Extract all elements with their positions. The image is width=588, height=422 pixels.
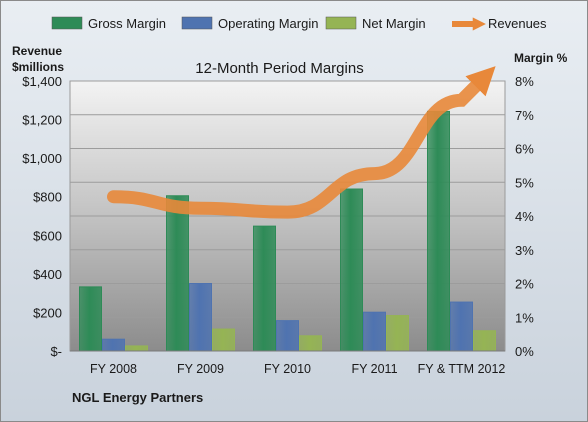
legend-label: Gross Margin bbox=[88, 16, 166, 31]
bar-gross-margin bbox=[79, 286, 102, 352]
left-axis-title-unit: $millions bbox=[12, 60, 64, 74]
bar-operating-margin bbox=[363, 311, 386, 352]
bar-operating-margin bbox=[102, 338, 125, 352]
right-axis-title: Margin % bbox=[514, 51, 568, 65]
bar-net-margin bbox=[386, 315, 409, 352]
right-tick-label: 7% bbox=[515, 108, 534, 123]
category-label: FY 2008 bbox=[90, 362, 137, 376]
left-axis-title: Revenue bbox=[12, 44, 62, 58]
bar-gross-margin bbox=[253, 225, 276, 352]
right-tick-label: 1% bbox=[515, 310, 534, 325]
left-tick-label: $1,400 bbox=[22, 74, 62, 89]
left-tick-label: $1,000 bbox=[22, 151, 62, 166]
bar-gross-margin bbox=[166, 195, 189, 352]
right-tick-label: 4% bbox=[515, 209, 534, 224]
category-label: FY & TTM 2012 bbox=[418, 362, 506, 376]
bar-operating-margin bbox=[276, 320, 299, 352]
bar-net-margin bbox=[125, 345, 148, 352]
right-tick-label: 3% bbox=[515, 243, 534, 258]
legend-swatch-operating-margin bbox=[181, 16, 213, 30]
left-tick-label: $400 bbox=[33, 267, 62, 282]
left-tick-label: $800 bbox=[33, 190, 62, 205]
legend-swatch-gross-margin bbox=[51, 16, 83, 30]
revenue-trend-arrow bbox=[107, 66, 496, 219]
bar-gross-margin bbox=[340, 188, 363, 352]
right-tick-label: 0% bbox=[515, 344, 534, 359]
chart-title: 12-Month Period Margins bbox=[195, 60, 363, 77]
legend-label: Operating Margin bbox=[218, 16, 318, 31]
legend-swatch-net-margin bbox=[325, 16, 357, 30]
category-label: FY 2010 bbox=[264, 362, 311, 376]
left-tick-label: $600 bbox=[33, 228, 62, 243]
bar-net-margin bbox=[299, 335, 322, 352]
bar-operating-margin bbox=[450, 301, 473, 352]
right-tick-label: 5% bbox=[515, 175, 534, 190]
right-tick-label: 2% bbox=[515, 277, 534, 292]
category-label: FY 2009 bbox=[177, 362, 224, 376]
legend-label: Revenues bbox=[488, 16, 547, 31]
left-tick-label: $200 bbox=[33, 305, 62, 320]
left-tick-label: $- bbox=[50, 344, 62, 359]
left-tick-label: $1,200 bbox=[22, 113, 62, 128]
category-label: FY 2011 bbox=[351, 362, 397, 376]
bar-operating-margin bbox=[189, 283, 212, 352]
bar-net-margin bbox=[212, 328, 235, 352]
bar-gross-margin bbox=[427, 110, 450, 352]
right-tick-label: 8% bbox=[515, 74, 534, 89]
bar-net-margin bbox=[473, 330, 496, 352]
company-name: NGL Energy Partners bbox=[72, 390, 203, 405]
right-tick-label: 6% bbox=[515, 142, 534, 157]
legend-label: Net Margin bbox=[362, 16, 426, 31]
